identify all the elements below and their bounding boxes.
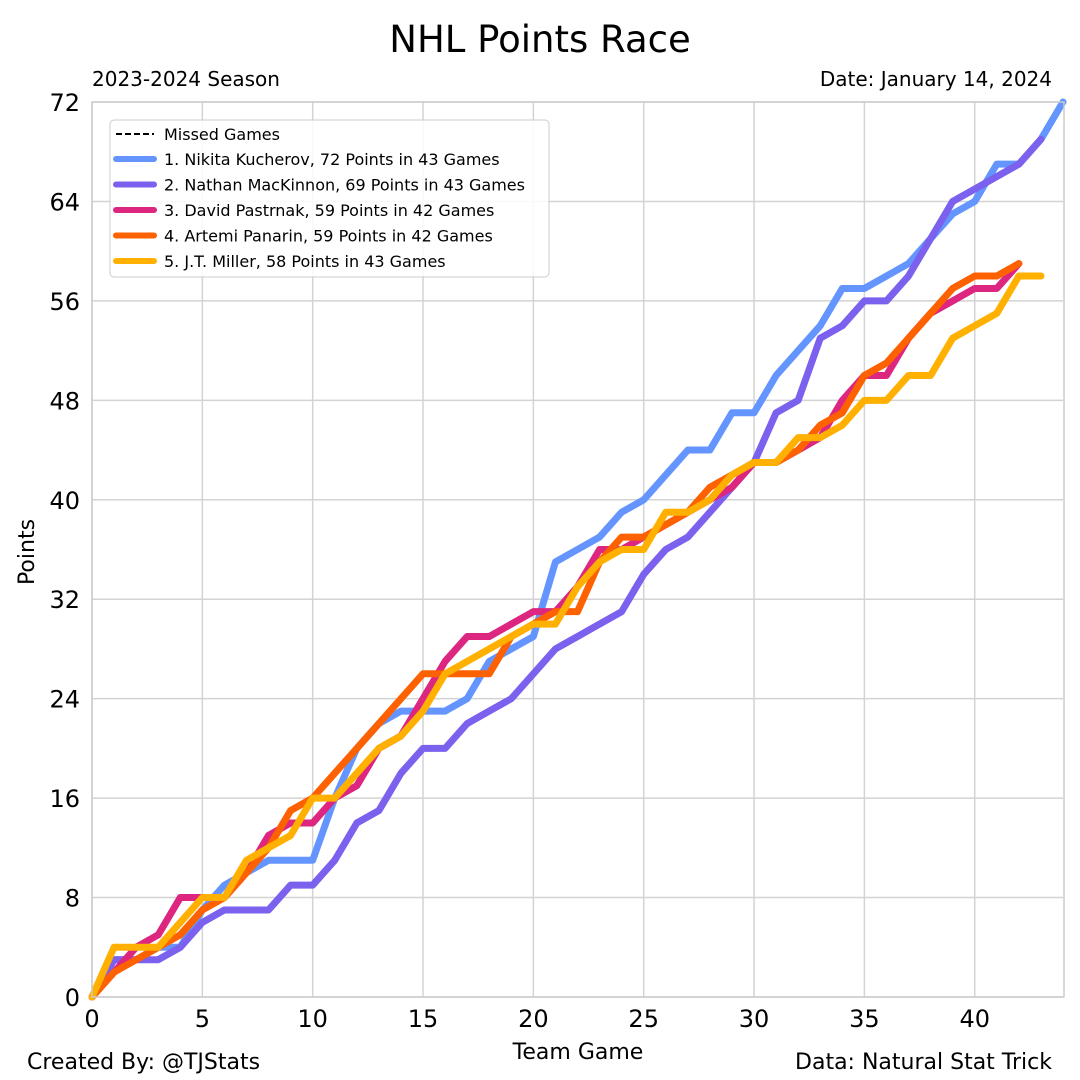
legend-label-3: 3. David Pastrnak, 59 Points in 42 Games <box>164 201 494 220</box>
legend: Missed Games 1. Nikita Kucherov, 72 Poin… <box>109 119 550 278</box>
y-axis-label: Points <box>15 519 40 585</box>
x-tick-label: 5 <box>195 1005 210 1033</box>
x-tick-label: 10 <box>297 1005 328 1033</box>
axis-ticks: 0 5 10 15 20 25 30 35 40 0 8 16 24 32 40 48 56 64 72 <box>49 89 990 1033</box>
x-tick-label: 25 <box>628 1005 659 1033</box>
source-label: Data: Natural Stat Trick <box>795 1050 1052 1075</box>
date-label: Date: January 14, 2024 <box>820 67 1052 91</box>
y-tick-label: 0 <box>65 984 80 1012</box>
y-tick-label: 24 <box>49 686 80 714</box>
series-lines <box>88 98 1067 1001</box>
legend-box <box>109 119 550 278</box>
x-axis-label: Team Game <box>512 1040 644 1065</box>
y-tick-label: 16 <box>49 785 80 813</box>
x-tick-label: 30 <box>739 1005 770 1033</box>
legend-missed-label: Missed Games <box>164 125 280 144</box>
grid <box>91 101 1063 998</box>
x-tick-label: 35 <box>849 1005 880 1033</box>
series-line-2 <box>88 135 1045 1001</box>
legend-label-4: 4. Artemi Panarin, 59 Points in 42 Games <box>164 227 493 246</box>
y-tick-label: 8 <box>65 885 80 913</box>
legend-label-5: 5. J.T. Miller, 58 Points in 43 Games <box>164 252 446 271</box>
series-line-5 <box>88 272 1045 1001</box>
x-tick-label: 0 <box>84 1005 99 1033</box>
legend-label-2: 2. Nathan MacKinnon, 69 Points in 43 Gam… <box>164 176 525 195</box>
y-tick-label: 56 <box>49 288 80 316</box>
chart-title: NHL Points Race <box>389 18 690 61</box>
y-tick-label: 48 <box>49 387 80 415</box>
y-tick-label: 72 <box>49 89 80 117</box>
x-tick-label: 15 <box>408 1005 439 1033</box>
season-label: 2023-2024 Season <box>92 67 280 91</box>
y-tick-label: 32 <box>49 586 80 614</box>
y-tick-label: 64 <box>49 188 80 216</box>
x-tick-label: 20 <box>518 1005 549 1033</box>
credit-label: Created By: @TJStats <box>27 1050 260 1075</box>
series-line-4 <box>88 260 1023 1001</box>
plot-frame <box>91 101 1065 998</box>
legend-label-1: 1. Nikita Kucherov, 72 Points in 43 Game… <box>164 150 500 169</box>
y-tick-label: 40 <box>49 487 80 515</box>
x-tick-label: 40 <box>959 1005 990 1033</box>
